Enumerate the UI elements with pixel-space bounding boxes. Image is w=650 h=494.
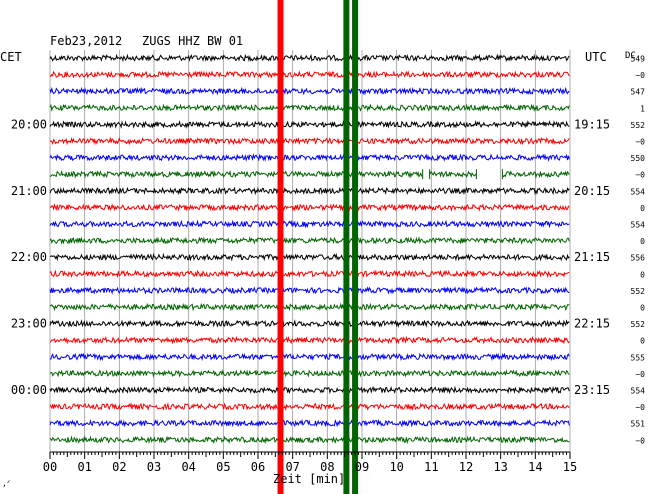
- trace-row: [49, 385, 570, 395]
- dc-value: −0: [635, 370, 645, 379]
- trace-row: [49, 219, 570, 229]
- dc-value: 554: [631, 387, 646, 396]
- left-time-label: 20:00: [11, 117, 47, 131]
- left-time-label: 22:00: [11, 250, 47, 264]
- x-tick-label: 09: [355, 460, 369, 474]
- dc-value: 555: [631, 353, 646, 362]
- dc-value: 551: [631, 420, 646, 429]
- trace-row: [49, 402, 570, 412]
- dc-value: 552: [631, 121, 646, 130]
- dc-value: 556: [631, 254, 646, 263]
- x-tick-labels: 00 01 02 03 04 05 06 07 08 09 10 11 12 13 14 15: [43, 460, 577, 474]
- minute-grid: [49, 50, 571, 452]
- x-tick-label: 00: [43, 460, 57, 474]
- event-markers: [277, 0, 359, 494]
- trace-row: [49, 252, 570, 262]
- x-tick-label: 01: [77, 460, 91, 474]
- right-time-labels: 19:15 20:15 21:15 22:15 23:15: [574, 117, 610, 397]
- dc-label: DC: [625, 51, 636, 61]
- trace-row: [49, 186, 570, 196]
- right-time-label: 19:15: [574, 117, 610, 131]
- trace-row: [49, 435, 570, 445]
- right-time-label: 23:15: [574, 383, 610, 397]
- timezone-left: CET: [0, 50, 22, 64]
- left-time-label: 21:00: [11, 184, 47, 198]
- dc-value: −0: [635, 403, 645, 412]
- dc-value: 0: [640, 270, 645, 279]
- x-axis: [49, 451, 571, 459]
- x-tick-label: 07: [285, 460, 299, 474]
- trace-row: [49, 136, 570, 146]
- trace-row: [49, 285, 570, 295]
- header-station: ZUGS HHZ BW 01: [142, 34, 243, 48]
- dc-value: −0: [635, 171, 645, 180]
- trace-rows: [49, 53, 570, 445]
- x-tick-label: 04: [181, 460, 195, 474]
- trace-row: [49, 169, 570, 179]
- dc-value: 549: [631, 55, 646, 64]
- dc-value: 1: [640, 104, 645, 113]
- trace-row: [49, 70, 570, 79]
- x-tick-label: 10: [389, 460, 403, 474]
- trace-row: [49, 369, 570, 378]
- dc-value: 550: [631, 154, 646, 163]
- trace-row: [49, 352, 570, 362]
- trace-row: [49, 53, 570, 63]
- dc-value: 0: [640, 304, 645, 313]
- x-tick-label: 02: [112, 460, 126, 474]
- x-tick-label: 15: [563, 460, 577, 474]
- dc-value: 0: [640, 237, 645, 246]
- corner-mark: ,ᐟ: [2, 479, 10, 488]
- right-time-label: 21:15: [574, 250, 610, 264]
- x-tick-label: 11: [424, 460, 438, 474]
- x-axis-label: Zeit [min]: [273, 472, 345, 486]
- dc-value: 552: [631, 287, 646, 296]
- x-tick-label: 03: [147, 460, 161, 474]
- trace-row: [49, 269, 570, 279]
- trace-row: [49, 203, 570, 212]
- left-time-label: 23:00: [11, 317, 47, 331]
- trace-row: [49, 319, 570, 328]
- dc-value: −0: [635, 138, 645, 147]
- left-time-labels: 20:00 21:00 22:00 23:00 00:00: [11, 117, 47, 397]
- right-time-label: 20:15: [574, 184, 610, 198]
- right-time-label: 22:15: [574, 317, 610, 331]
- trace-row: [49, 103, 570, 113]
- timezone-right: UTC: [585, 50, 607, 64]
- dc-value: 554: [631, 221, 646, 230]
- x-tick-label: 05: [216, 460, 230, 474]
- trace-row: [49, 236, 570, 246]
- dc-value: −0: [635, 436, 645, 445]
- trace-row: [49, 119, 570, 129]
- trace-row: [49, 335, 570, 345]
- dc-value: 552: [631, 320, 646, 329]
- dc-value: −0: [635, 71, 645, 80]
- left-time-label: 00:00: [11, 383, 47, 397]
- x-tick-label: 13: [493, 460, 507, 474]
- trace-row: [49, 418, 570, 428]
- trace-row: [49, 153, 570, 162]
- trace-row: [49, 302, 570, 312]
- dc-value: 547: [631, 88, 646, 97]
- x-tick-label: 12: [459, 460, 473, 474]
- x-tick-label: 14: [528, 460, 542, 474]
- trace-row: [49, 86, 570, 96]
- dc-value: 0: [640, 204, 645, 213]
- dc-values: 549 −0 547 1 552 −0 550 −0 554 0 554 0 556 0 552 0 552 0 5…: [631, 55, 646, 446]
- x-tick-label: 08: [320, 460, 334, 474]
- x-tick-label: 06: [251, 460, 265, 474]
- dc-value: 0: [640, 337, 645, 346]
- header-date: Feb23,2012: [50, 34, 122, 48]
- dc-value: 554: [631, 187, 646, 196]
